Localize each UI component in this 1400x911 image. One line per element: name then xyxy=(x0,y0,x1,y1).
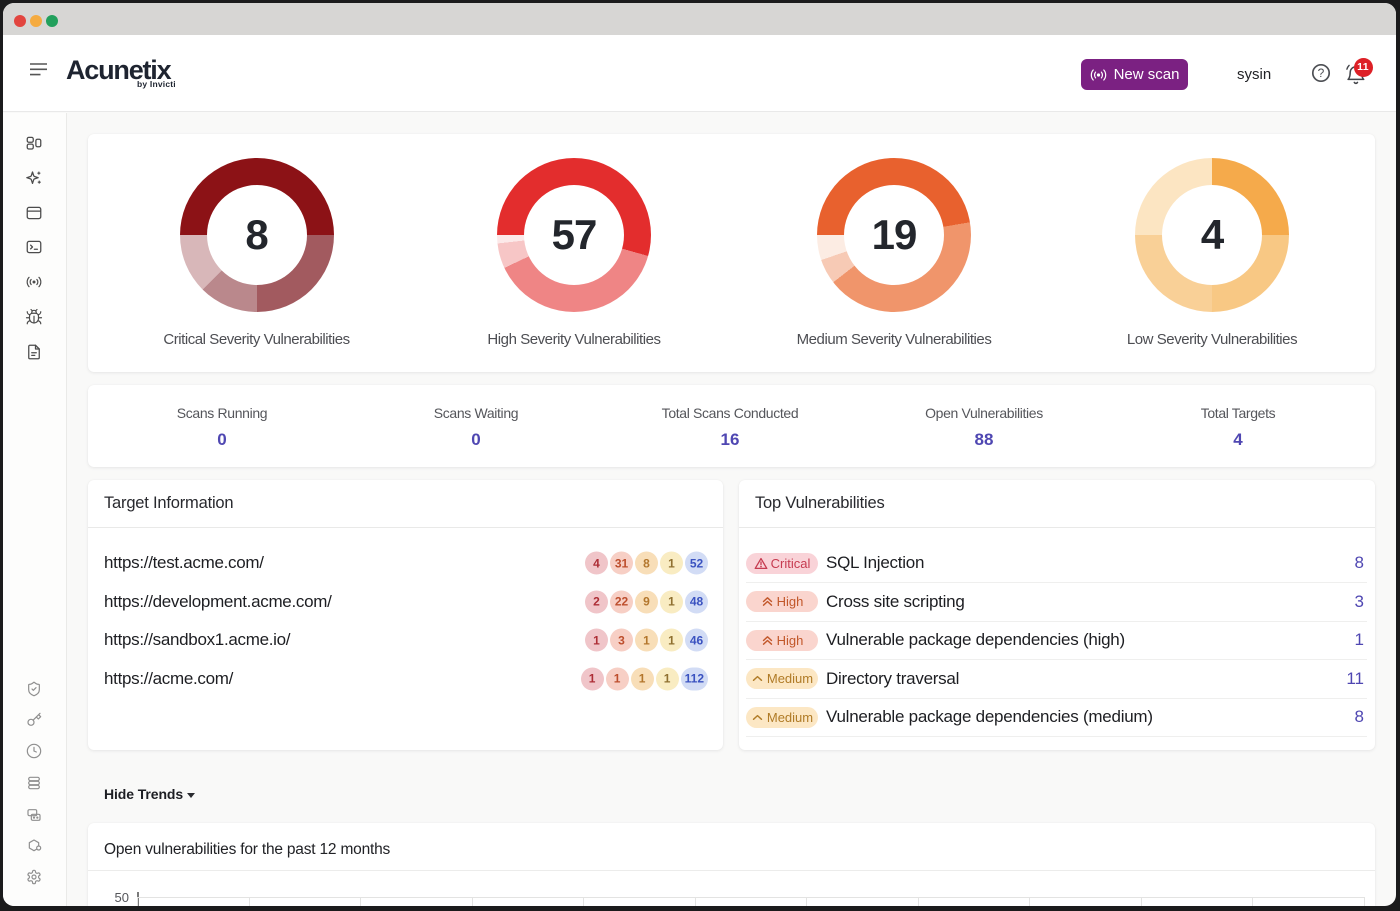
svg-text:?: ? xyxy=(1318,66,1325,80)
